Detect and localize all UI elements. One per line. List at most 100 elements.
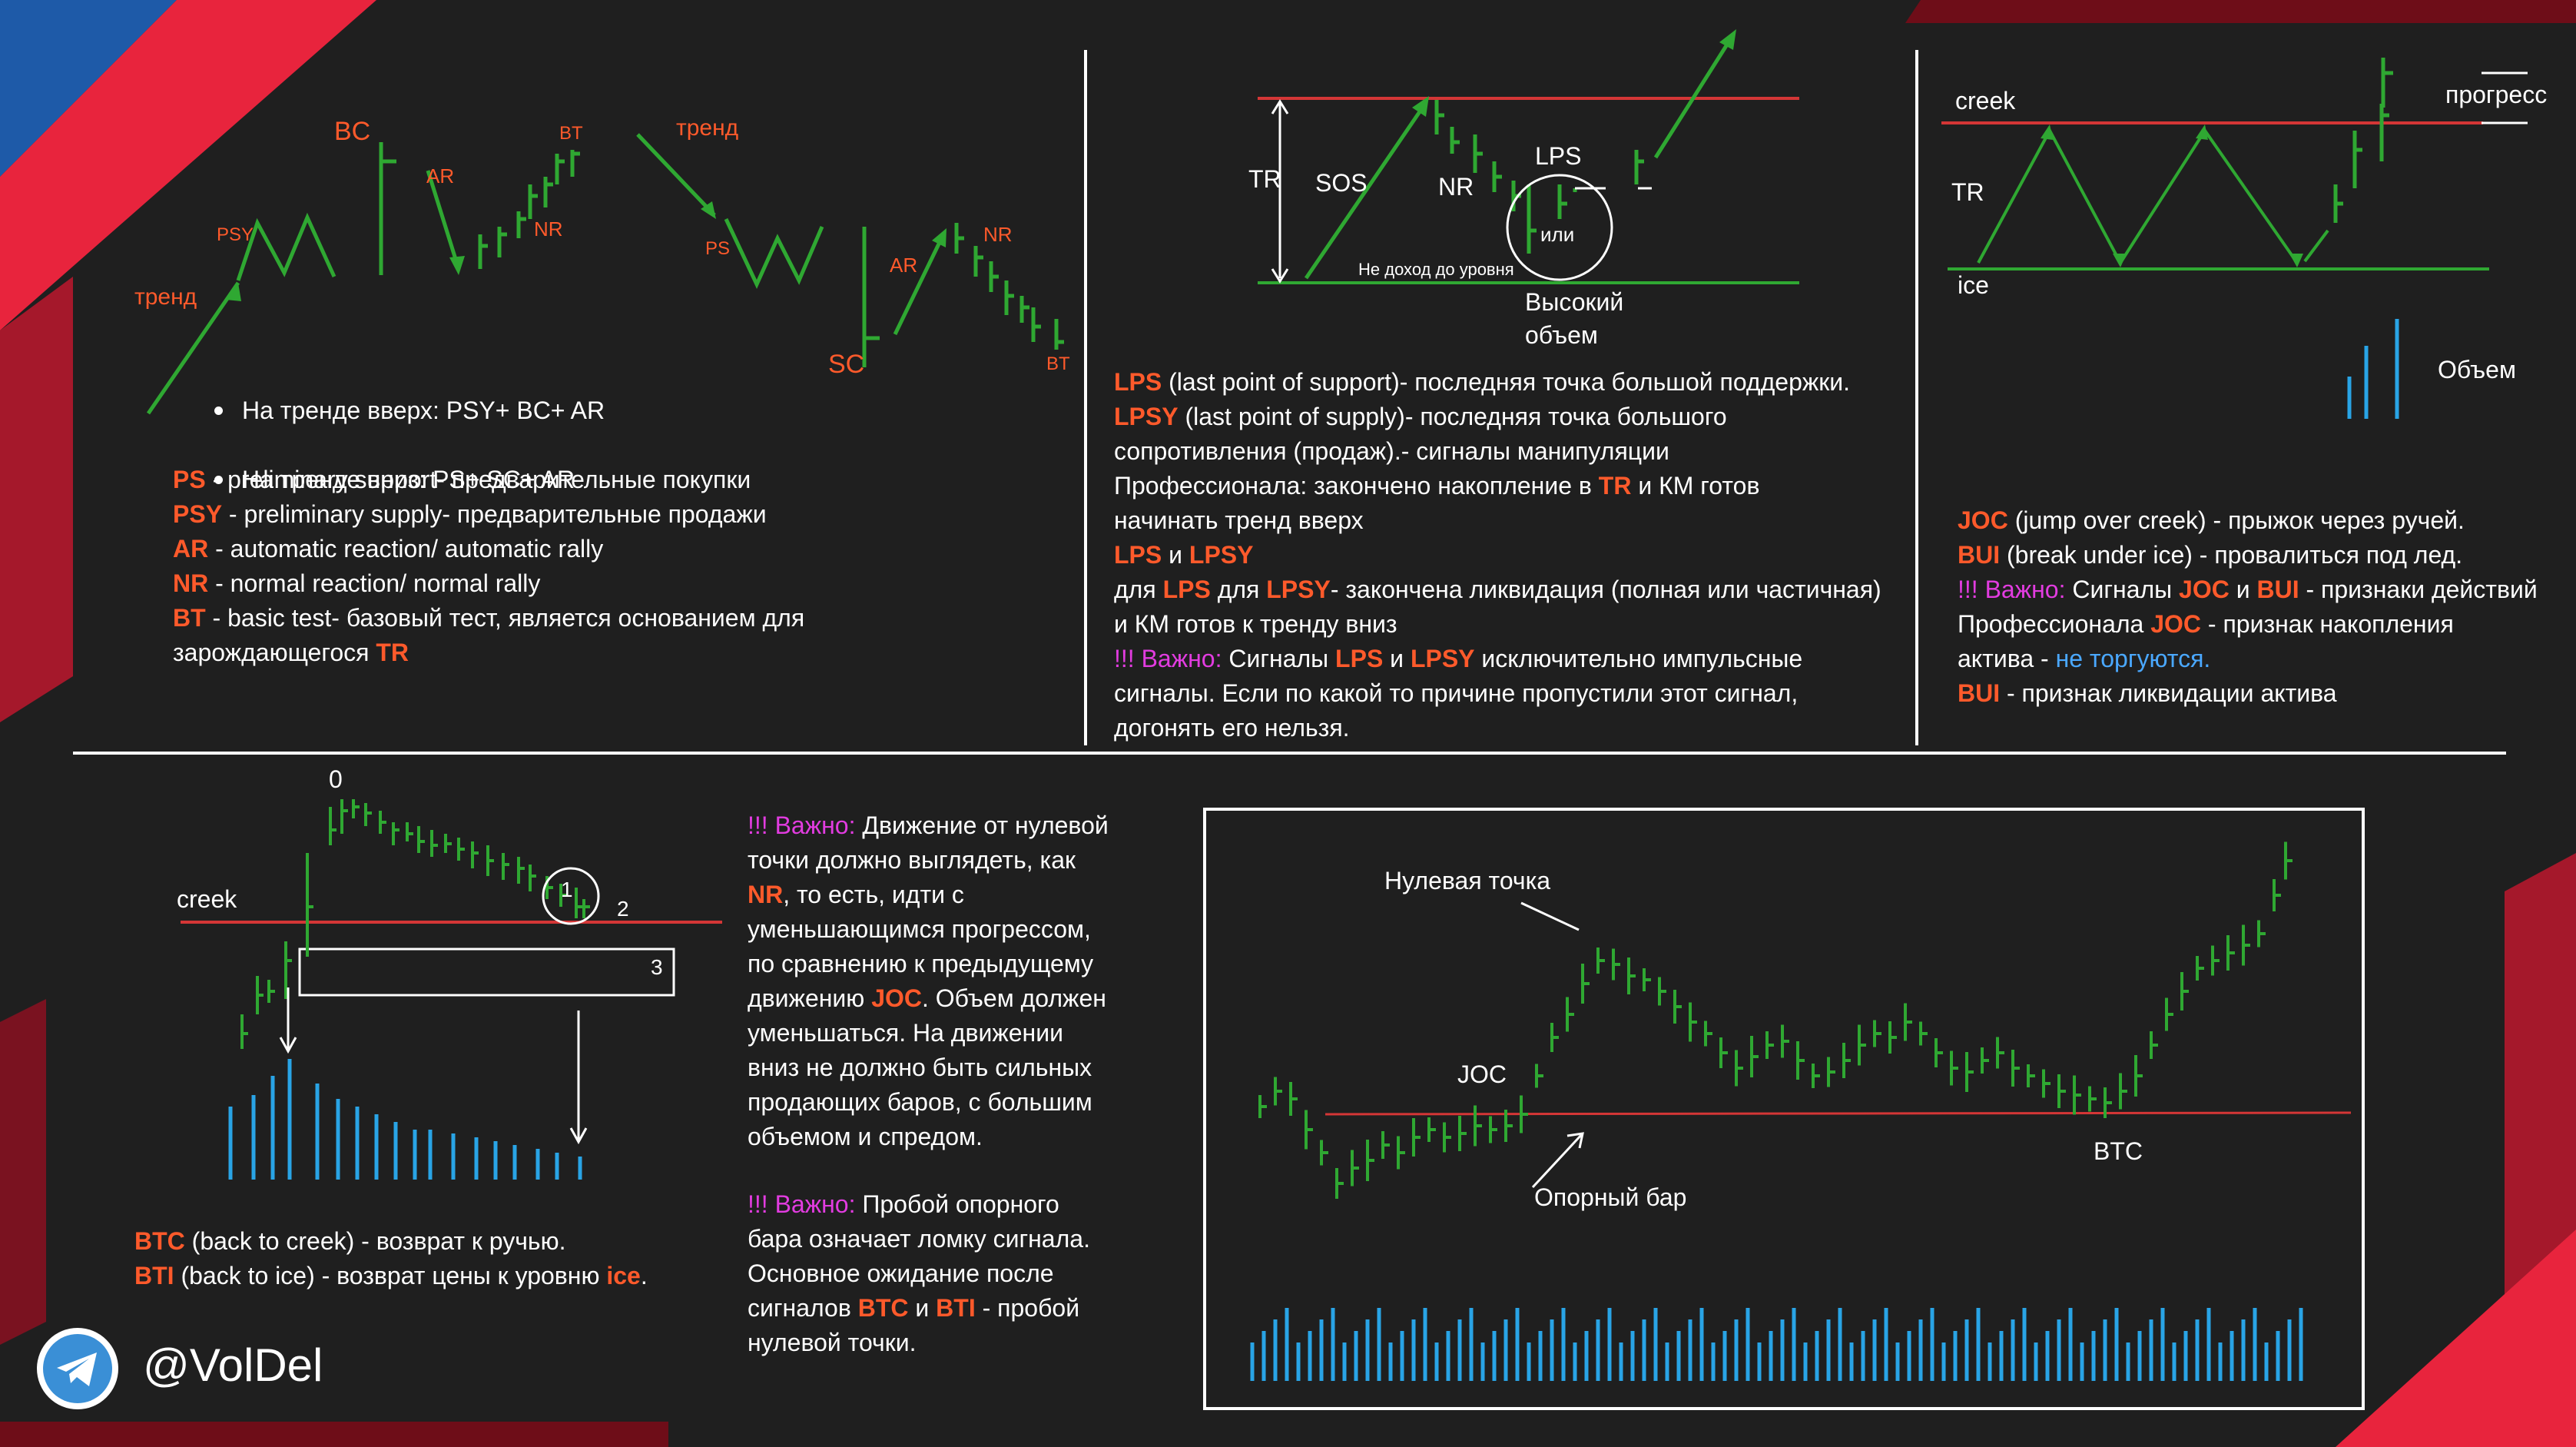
joc-volume-bars xyxy=(2347,319,2399,419)
p2-line-1-text: (last point of support)- последняя точка… xyxy=(1162,368,1851,396)
arrow-down-1-head xyxy=(279,1037,297,1054)
def-nr: NR - normal reaction/ normal rally xyxy=(173,566,540,601)
top-right-strip xyxy=(1905,0,2576,23)
p5-line-14a: сигналов xyxy=(748,1294,858,1322)
label-high-volume-2: объем xyxy=(1525,321,1598,349)
p2-line-9b: исключительно импульсные xyxy=(1474,645,1803,672)
label-progress: прогресс xyxy=(2445,81,2548,108)
important-tag-p5: !!! Важно: xyxy=(748,811,856,839)
label-zero-point: Нулевая точка xyxy=(1384,867,1551,894)
label-high-volume-1: Высокий xyxy=(1525,288,1624,316)
p5-line-7: уменьшаться. На движении xyxy=(748,1019,1063,1047)
important-tag: !!! Важно: xyxy=(1114,645,1222,672)
zigzag-head-2 xyxy=(2113,254,2127,267)
p5-line-13: Основное ожидание после xyxy=(748,1259,1054,1287)
label-sc: SC xyxy=(828,350,865,379)
label-bc: BC xyxy=(334,117,371,146)
bti-definition-text: (back to ice) - возврат цены к уровню xyxy=(174,1262,607,1289)
p5-line-1-text: Движение от нулевой xyxy=(855,811,1109,839)
def-bt-tail-text: зарождающегося xyxy=(173,639,376,666)
p3-line-2: BUI (break under ice) - провалиться под … xyxy=(1958,538,2462,572)
label-zero: 0 xyxy=(329,765,343,793)
side-red-left-bottom xyxy=(0,999,46,1345)
p5-line-9: продающих баров, с большим xyxy=(748,1088,1092,1116)
term-btc-p5: BTC xyxy=(857,1294,909,1322)
p5-line-14: сигналов BTC и BTI - пробой xyxy=(748,1291,1079,1326)
label-tr-p3: TR xyxy=(1951,178,1984,206)
p2-line-1: LPS (last point of support)- последняя т… xyxy=(1114,365,1850,400)
term-bti: BTI xyxy=(134,1262,174,1289)
example-chart-frame xyxy=(1203,808,2365,1410)
p5-line-4: уменьшающимся прогрессом, xyxy=(748,915,1091,943)
term-bui-2: BUI xyxy=(2256,576,2299,603)
bottom-left-strip xyxy=(0,1422,668,1447)
p3-line-5: актива - не торгуются. xyxy=(1958,642,2210,676)
def-nr-text: - normal reaction/ normal rally xyxy=(208,569,541,597)
term-lpsy-2: LPSY xyxy=(1189,541,1254,569)
label-nr-p2: NR xyxy=(1438,173,1474,201)
p2-line-5: начинать тренд вверх xyxy=(1114,506,1364,534)
p3-line-1: JOC (jump over creek) - прыжок через руч… xyxy=(1958,503,2465,538)
p2-line-10: сигналы. Если по какой то причине пропус… xyxy=(1114,679,1799,707)
sos-arrow xyxy=(1304,102,1427,280)
def-bt-tail: зарождающегося TR xyxy=(173,636,409,670)
term-bt: BT xyxy=(173,604,206,632)
downtrend-arrow xyxy=(636,133,716,217)
range-zigzag xyxy=(1977,127,2299,266)
p5-line-3: NR, то есть, идти с xyxy=(748,878,964,912)
p5-line-1: !!! Важно: Движение от нулевой xyxy=(748,808,1109,843)
p5-line-14b: - пробой xyxy=(975,1294,1080,1322)
p3-line-6-text: - признак ликвидации актива xyxy=(2000,679,2337,707)
corner-red-top-left xyxy=(0,0,376,330)
arrow-down-2-head xyxy=(569,1127,588,1145)
label-trend-2: тренд xyxy=(676,115,739,141)
trend-arrow-head xyxy=(226,283,241,301)
p3-and: и xyxy=(2229,576,2257,603)
def-ps-text: - preliminary support- предварительные п… xyxy=(205,466,751,493)
telegram-icon[interactable] xyxy=(37,1328,118,1409)
zigzag-head-1 xyxy=(2041,124,2053,140)
term-btc: BTC xyxy=(134,1227,185,1255)
term-lps-3: LPS xyxy=(1162,576,1211,603)
p5-line-10: объемом и спредом. xyxy=(748,1123,983,1150)
point-1-circle xyxy=(542,867,600,925)
label-volume: Объем xyxy=(2438,356,2516,383)
p3-line-6: BUI - признак ликвидации актива xyxy=(1958,676,2337,711)
example-chart xyxy=(1250,841,2352,1381)
example-price-bars xyxy=(1258,841,2293,1199)
breakout-arrow-head xyxy=(1719,29,1736,50)
side-red-left xyxy=(0,277,73,722)
p2-line-3: сопротивления (продаж).- сигналы манипул… xyxy=(1114,437,1669,465)
term-bui: BUI xyxy=(1958,541,2001,569)
joc-bars xyxy=(2333,58,2393,223)
nr-bars xyxy=(478,150,580,269)
label-tr: TR xyxy=(1248,165,1281,193)
p3-line-3: !!! Важно: Сигналы JOC и BUI - признаки … xyxy=(1958,572,2538,607)
lps-schematic xyxy=(1258,29,1799,284)
term-lps-2: LPS xyxy=(1114,541,1162,569)
def-psy-text: - preliminary supply- предварительные пр… xyxy=(222,500,767,528)
bti-end: . xyxy=(640,1262,648,1289)
p2-line-7: для LPS для LPSY- закончена ликвидация (… xyxy=(1114,572,1881,607)
label-no-reach: Не доход до уровня xyxy=(1358,260,1514,279)
label-sos: SOS xyxy=(1315,169,1368,197)
channel-handle[interactable]: @VolDel xyxy=(143,1339,323,1391)
p2-line-7c: - закончена ликвидация (полная или части… xyxy=(1330,576,1881,603)
label-joc: JOC xyxy=(1457,1060,1507,1088)
btc-bars xyxy=(240,799,590,1049)
p2-line-9: !!! Важно: Сигналы LPS и LPSY исключител… xyxy=(1114,642,1802,676)
label-ps: PS xyxy=(705,238,731,259)
term-joc: JOC xyxy=(1958,506,2008,534)
def-bt-text: - basic test- базовый тест, является осн… xyxy=(205,604,805,632)
sos-arrow-head xyxy=(1412,96,1429,117)
p5-and: и xyxy=(908,1294,937,1322)
p5-line-2: точки должно выглядеть, как xyxy=(748,846,1076,874)
example-creek-line xyxy=(1324,1111,2352,1116)
term-joc-3: JOC xyxy=(2150,610,2202,638)
label-btc: BTC xyxy=(2094,1137,2143,1165)
p2-line-2: LPSY (last point of supply)- последняя т… xyxy=(1114,400,1727,434)
p2-line-4b: и КМ готов xyxy=(1631,472,1760,499)
zero-point-pointer xyxy=(1520,901,1580,931)
important-tag-p3: !!! Важно: xyxy=(1958,576,2066,603)
